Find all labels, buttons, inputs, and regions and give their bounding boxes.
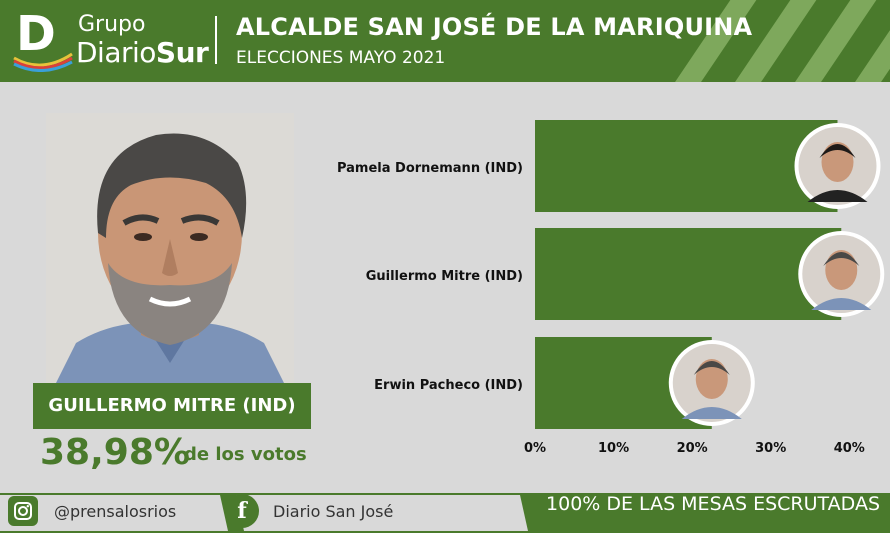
page-subtitle: ELECCIONES MAYO 2021 xyxy=(236,48,446,68)
candidate-avatar-face xyxy=(821,142,854,182)
header-banner: D Grupo DiarioSur ALCALDE SAN JOSÉ DE LA… xyxy=(0,0,890,82)
results-chart-svg: Pamela Dornemann (IND) Guillermo Mitre (I… xyxy=(337,120,885,456)
results-chart: Pamela Dornemann (IND) Guillermo Mitre (I… xyxy=(320,112,890,472)
facebook-page: Diario San José xyxy=(273,501,394,521)
x-tick-label: 40% xyxy=(834,441,865,456)
facebook-icon: f xyxy=(225,494,259,528)
facebook-link[interactable]: f Diario San José xyxy=(225,494,394,528)
candidate-avatar-body xyxy=(807,190,868,202)
x-tick-label: 0% xyxy=(524,441,546,456)
winner-portrait-image xyxy=(46,113,294,383)
chart-bar xyxy=(535,120,838,212)
winner-percent: 38,98% xyxy=(40,432,190,473)
logo-line-2: DiarioSur xyxy=(76,36,209,69)
logo-line-2b: Sur xyxy=(155,36,209,69)
winner-votes-label: de los votos xyxy=(184,444,307,465)
instagram-icon xyxy=(8,496,38,526)
x-tick-label: 20% xyxy=(677,441,708,456)
footer-shape xyxy=(0,493,890,533)
page-title: ALCALDE SAN JOSÉ DE LA MARIQUINA xyxy=(236,13,753,41)
header-divider xyxy=(215,16,217,64)
x-tick-label: 10% xyxy=(598,441,629,456)
category-label: Pamela Dornemann (IND) xyxy=(337,161,523,176)
logo-swoosh-icon xyxy=(13,52,73,72)
candidate-avatar-hair xyxy=(819,144,856,158)
winner-portrait xyxy=(46,113,294,383)
instagram-handle: @prensalosrios xyxy=(54,501,177,521)
instagram-link[interactable]: @prensalosrios xyxy=(8,496,177,526)
chart-bar xyxy=(535,228,842,320)
candidate-avatar-body xyxy=(811,298,872,310)
logo-letter: D xyxy=(16,6,56,62)
footer xyxy=(0,493,890,533)
candidate-avatar-body xyxy=(681,407,742,419)
category-label: Guillermo Mitre (IND) xyxy=(366,269,523,284)
logo-line-1: Grupo xyxy=(78,12,146,37)
logo-line-2a: Diario xyxy=(76,36,156,69)
candidate-avatar-hair xyxy=(693,361,730,375)
candidate-avatar-hair xyxy=(823,252,860,266)
candidate-avatar-face xyxy=(825,250,858,290)
candidate-avatar-face xyxy=(695,359,728,399)
category-label: Erwin Pacheco (IND) xyxy=(374,378,523,393)
x-tick-label: 30% xyxy=(755,441,786,456)
counting-status: 100% DE LAS MESAS ESCRUTADAS xyxy=(546,493,880,515)
grupo-diario-sur-logo: D Grupo DiarioSur xyxy=(12,8,212,74)
winner-name: GUILLERMO MITRE (IND) xyxy=(33,383,311,429)
